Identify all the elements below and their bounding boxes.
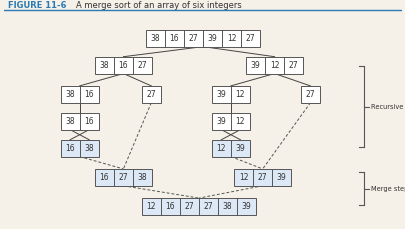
- Text: 38: 38: [65, 117, 75, 126]
- Text: 27: 27: [203, 202, 213, 211]
- Text: 38: 38: [150, 34, 160, 43]
- Text: 39: 39: [207, 34, 217, 43]
- Text: 16: 16: [84, 90, 94, 99]
- FancyBboxPatch shape: [245, 57, 303, 74]
- Text: 38: 38: [137, 173, 147, 182]
- FancyBboxPatch shape: [60, 86, 98, 103]
- FancyBboxPatch shape: [300, 86, 319, 103]
- Text: 38: 38: [65, 90, 75, 99]
- Text: 27: 27: [146, 90, 156, 99]
- FancyBboxPatch shape: [211, 113, 249, 130]
- Text: 27: 27: [245, 34, 255, 43]
- FancyBboxPatch shape: [60, 140, 98, 157]
- Text: 39: 39: [250, 61, 260, 70]
- Text: 27: 27: [288, 61, 298, 70]
- FancyBboxPatch shape: [141, 86, 160, 103]
- FancyBboxPatch shape: [60, 113, 98, 130]
- Text: 38: 38: [99, 61, 109, 70]
- Text: 39: 39: [276, 173, 286, 182]
- Text: 12: 12: [238, 173, 248, 182]
- Text: 12: 12: [216, 144, 226, 153]
- Text: 12: 12: [269, 61, 279, 70]
- Text: Recursive calls to mergesort: Recursive calls to mergesort: [370, 104, 405, 110]
- Text: 27: 27: [184, 202, 194, 211]
- Text: 27: 27: [257, 173, 267, 182]
- Text: 27: 27: [118, 173, 128, 182]
- Text: 39: 39: [241, 202, 251, 211]
- Text: FIGURE 11-6: FIGURE 11-6: [8, 1, 66, 10]
- Text: 27: 27: [305, 90, 314, 99]
- FancyBboxPatch shape: [145, 30, 260, 47]
- Text: 38: 38: [222, 202, 232, 211]
- Text: 39: 39: [216, 90, 226, 99]
- FancyBboxPatch shape: [233, 169, 291, 186]
- Text: 12: 12: [235, 90, 245, 99]
- FancyBboxPatch shape: [94, 57, 152, 74]
- Text: 16: 16: [65, 144, 75, 153]
- Text: 12: 12: [235, 117, 245, 126]
- Text: 12: 12: [146, 202, 156, 211]
- Text: 16: 16: [118, 61, 128, 70]
- FancyBboxPatch shape: [141, 198, 256, 215]
- Text: 39: 39: [216, 117, 226, 126]
- Text: 38: 38: [84, 144, 94, 153]
- Text: 27: 27: [188, 34, 198, 43]
- FancyBboxPatch shape: [94, 169, 152, 186]
- Text: 16: 16: [84, 117, 94, 126]
- Text: 12: 12: [226, 34, 236, 43]
- Text: 16: 16: [165, 202, 175, 211]
- Text: 16: 16: [169, 34, 179, 43]
- FancyBboxPatch shape: [211, 86, 249, 103]
- Text: 27: 27: [137, 61, 147, 70]
- FancyBboxPatch shape: [211, 140, 249, 157]
- Text: A merge sort of an array of six integers: A merge sort of an array of six integers: [75, 1, 241, 10]
- Text: Merge steps: Merge steps: [370, 185, 405, 192]
- Text: 16: 16: [99, 173, 109, 182]
- Text: 39: 39: [235, 144, 245, 153]
